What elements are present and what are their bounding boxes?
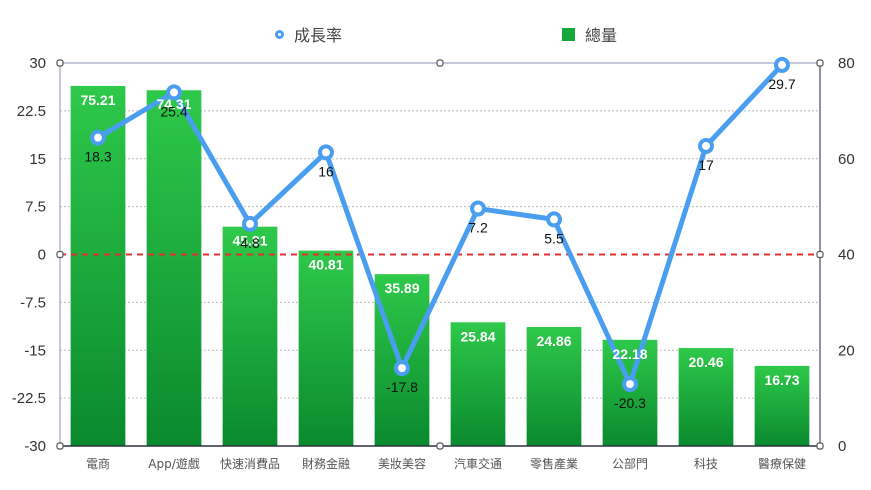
left-axis-tick: 22.5 bbox=[17, 103, 46, 120]
bar-series bbox=[70, 85, 810, 446]
x-axis-label: 財務金融 bbox=[302, 456, 350, 471]
x-axis-label: 零售產業 bbox=[530, 456, 578, 471]
axes: 30 22.5 15 7.5 0 -7.5 -15 -22.5 -30 80 60 40 20 0 電商 Ap… bbox=[12, 55, 855, 471]
bar bbox=[146, 90, 202, 446]
bar-value-label: 24.86 bbox=[536, 333, 571, 349]
left-axis-tick: -30 bbox=[24, 438, 46, 455]
x-axis-label: 醫療保健 bbox=[758, 457, 806, 471]
bar-value-label: 74.31 bbox=[156, 96, 191, 112]
line-value-label: 18.3 bbox=[84, 149, 111, 165]
bar-value-label: 16.73 bbox=[764, 372, 799, 388]
line-point-marker bbox=[622, 376, 638, 393]
bar bbox=[526, 326, 582, 446]
line-value-label: 16 bbox=[318, 163, 334, 179]
axis-handle-icon bbox=[816, 250, 824, 259]
x-axis-label: 公部門 bbox=[612, 456, 648, 471]
x-axis-label: 電商 bbox=[86, 456, 110, 471]
right-axis-tick: 80 bbox=[838, 55, 855, 72]
left-axis-tick: -7.5 bbox=[20, 294, 46, 311]
axis-handle-icon bbox=[816, 59, 824, 67]
bar-value-label: 20.46 bbox=[688, 354, 723, 370]
line-point-marker bbox=[546, 211, 562, 228]
line-value-label: 5.5 bbox=[544, 230, 564, 246]
left-axis-tick: 0 bbox=[38, 247, 46, 264]
x-axis-label: 科技 bbox=[694, 457, 718, 471]
left-axis-tick: -15 bbox=[24, 342, 46, 359]
axis-handle-icon bbox=[56, 59, 64, 67]
right-axis-tick: 60 bbox=[838, 151, 855, 168]
x-axis-label: 快速消費品 bbox=[220, 456, 280, 471]
right-axis-tick: 20 bbox=[838, 342, 855, 359]
bar bbox=[678, 348, 734, 446]
bar bbox=[222, 226, 278, 446]
left-axis-tick: 15 bbox=[29, 151, 46, 168]
growth-rate-line bbox=[96, 63, 784, 387]
line-point-marker bbox=[774, 56, 790, 73]
right-axis-tick: 40 bbox=[838, 247, 855, 264]
bar-value-label: 25.84 bbox=[460, 328, 495, 344]
bar-value-label: 40.81 bbox=[308, 257, 343, 273]
line-value-label: 17 bbox=[698, 157, 714, 173]
axis-handle-icon bbox=[56, 250, 64, 259]
line-point-marker bbox=[90, 129, 106, 146]
line-point-marker bbox=[166, 84, 182, 101]
data-labels: 75.21 74.31 45.81 40.81 35.89 25.84 24.86 22.18… bbox=[80, 76, 799, 411]
bar-value-label: 35.89 bbox=[384, 280, 419, 296]
left-axis-tick: 30 bbox=[29, 55, 46, 72]
bar-swatch-icon bbox=[562, 27, 575, 41]
bar bbox=[70, 85, 126, 446]
bar bbox=[374, 274, 430, 446]
line-marker-icon bbox=[275, 29, 284, 39]
line-value-label: 29.7 bbox=[768, 76, 795, 92]
legend-total[interactable]: 總量 bbox=[562, 22, 617, 46]
line-value-label: -20.3 bbox=[614, 395, 646, 411]
line-value-label: 4.8 bbox=[240, 235, 260, 251]
line-point-marker bbox=[470, 200, 486, 217]
axis-handle-icon bbox=[436, 59, 444, 67]
x-axis-label: App/遊戲 bbox=[148, 456, 200, 471]
bar bbox=[602, 339, 658, 446]
line-point-marker bbox=[318, 144, 334, 161]
line-point-marker bbox=[242, 215, 258, 232]
line-series bbox=[90, 56, 790, 393]
line-point-marker bbox=[394, 360, 410, 377]
right-axis-tick: 0 bbox=[838, 438, 846, 455]
legend-growth-rate[interactable]: 成長率 bbox=[275, 22, 342, 46]
left-axis-tick: -22.5 bbox=[12, 390, 46, 407]
legend-total-label: 總量 bbox=[585, 26, 618, 45]
bar bbox=[450, 322, 506, 446]
bar-value-label: 45.81 bbox=[232, 233, 267, 249]
line-point-marker bbox=[698, 137, 714, 154]
axis-handle-icon bbox=[816, 442, 824, 450]
x-axis-label: 汽車交通 bbox=[454, 456, 502, 471]
left-axis-tick: 7.5 bbox=[25, 199, 46, 216]
bar bbox=[754, 365, 810, 446]
axis-handle-icon bbox=[436, 442, 444, 450]
legend-growth-rate-label: 成長率 bbox=[294, 26, 343, 45]
x-axis-label: 美妝美容 bbox=[378, 456, 426, 471]
line-value-label: 7.2 bbox=[468, 220, 488, 236]
bar-value-label: 75.21 bbox=[80, 92, 115, 108]
bar bbox=[298, 250, 354, 446]
bar-value-label: 22.18 bbox=[612, 346, 647, 362]
line-value-label: -17.8 bbox=[386, 379, 418, 395]
line-value-label: 25.4 bbox=[160, 103, 187, 119]
axis-handle-icon bbox=[56, 442, 64, 450]
